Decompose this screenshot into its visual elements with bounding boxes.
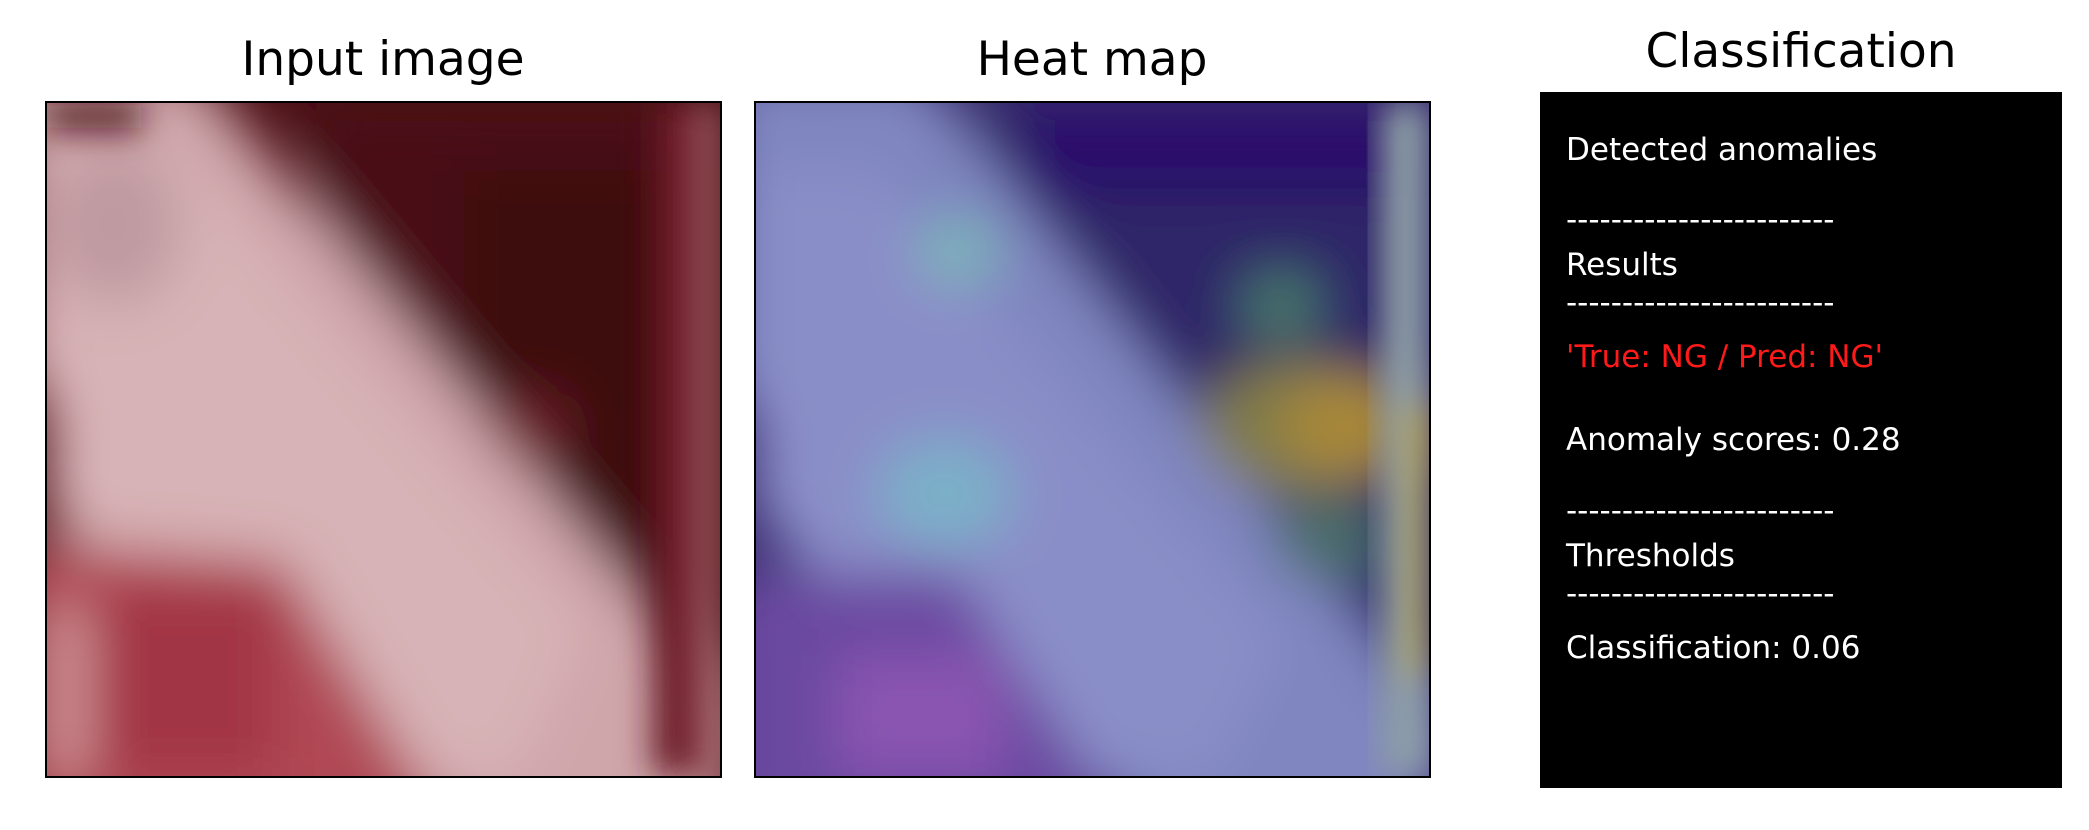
anomaly-score: Anomaly scores: 0.28 (1566, 422, 1901, 458)
divider-1: ------------------------ (1566, 202, 1835, 238)
classification-title: Classification (1645, 24, 1957, 79)
classification-threshold: Classification: 0.06 (1566, 630, 1861, 666)
detected-anomalies-heading: Detected anomalies (1566, 132, 1878, 168)
divider-4: ------------------------ (1566, 576, 1835, 612)
results-heading: Results (1566, 247, 1678, 283)
thresholds-heading: Thresholds (1566, 538, 1735, 574)
divider-2: ------------------------ (1566, 285, 1835, 321)
divider-3: ------------------------ (1566, 493, 1835, 529)
input-image-title: Input image (241, 32, 525, 87)
classification-panel: Detected anomalies ---------------------… (1540, 92, 2062, 788)
prediction-label: 'True: NG / Pred: NG' (1566, 339, 1884, 375)
heat-map-title: Heat map (976, 32, 1208, 87)
input-image (45, 101, 722, 778)
heat-map-image (754, 101, 1431, 778)
